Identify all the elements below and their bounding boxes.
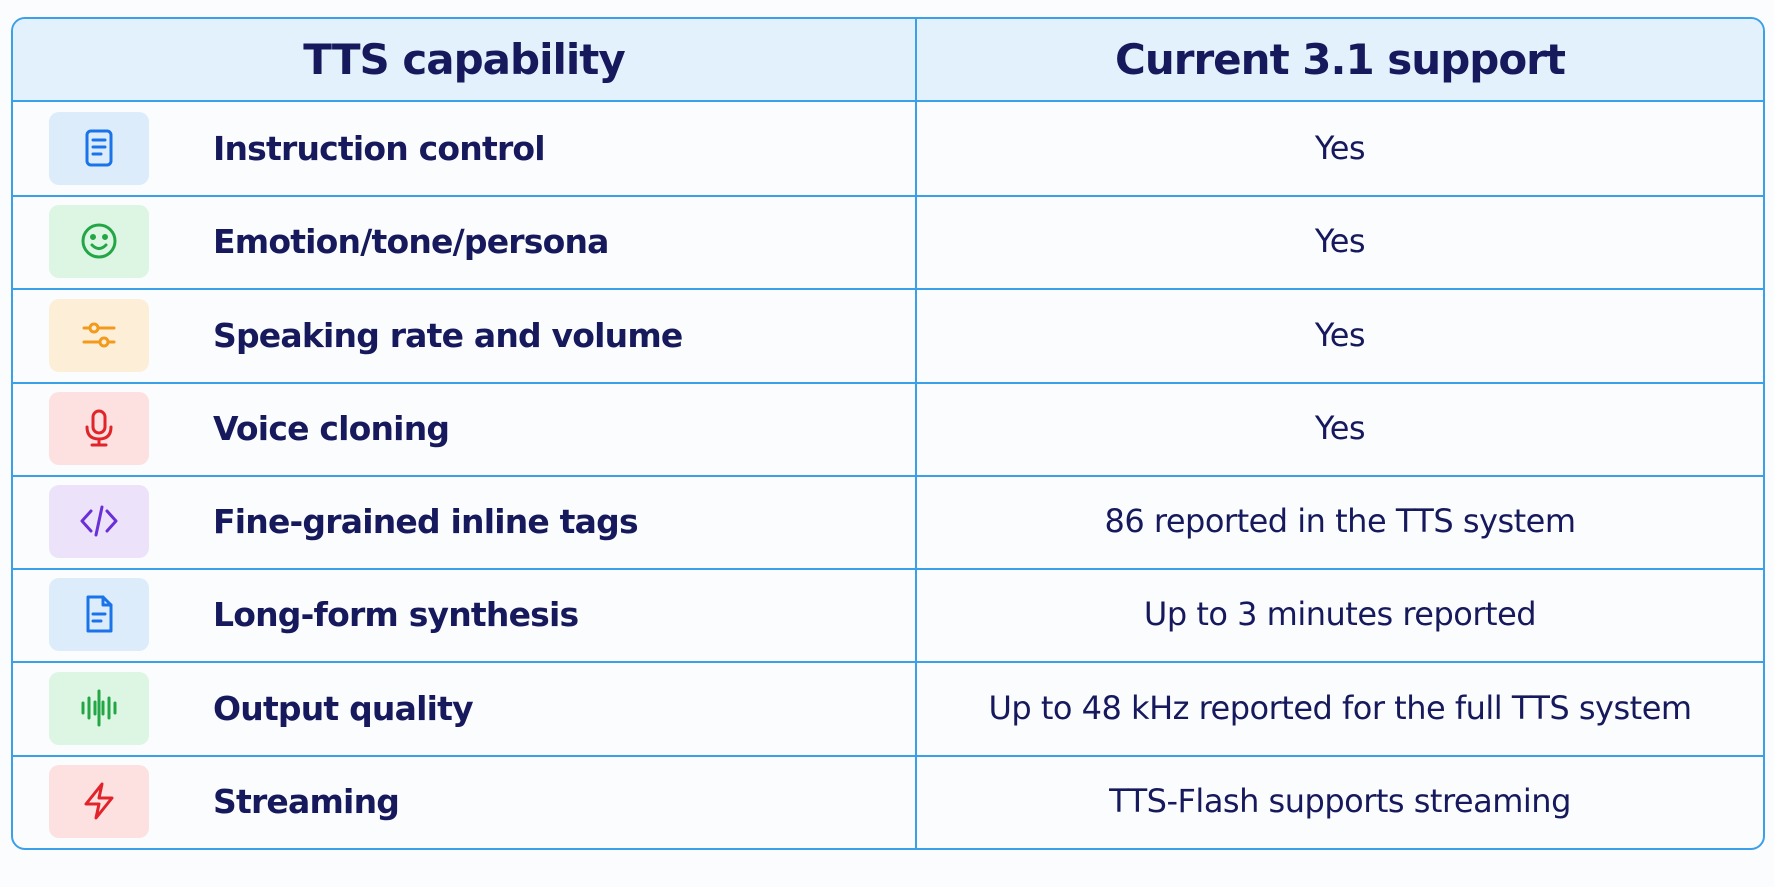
table-row: Output quality Up to 48 kHz reported for … [13,662,1763,757]
row-icon [49,205,149,279]
support-value: Up to 48 kHz reported for the full TTS s… [988,688,1692,727]
table-row: Voice cloning Yes [13,382,1763,477]
table-row: Speaking rate and volume Yes [13,289,1763,384]
row-icon [49,578,149,652]
capability-label: Speaking rate and volume [213,315,683,355]
capability-label: Streaming [213,781,400,821]
row-icon [49,485,149,558]
row-icon [49,298,149,372]
capability-table: TTS capability Current 3.1 support Instr… [11,17,1765,850]
table-row: Instruction control Yes [13,102,1763,197]
support-value: 86 reported in the TTS system [1104,502,1576,540]
row-icon [49,764,149,838]
row-icon [49,671,149,745]
capability-label: Emotion/tone/persona [213,222,609,262]
capability-label: Fine-grained inline tags [213,502,639,541]
capability-label: Output quality [213,688,474,728]
support-value: Yes [1314,129,1366,167]
capability-label: Long-form synthesis [213,595,579,635]
row-icon [49,391,149,465]
column-header: TTS capability [303,35,626,84]
support-value: TTS-Flash supports streaming [1109,781,1571,820]
table-row: Long-form synthesis Up to 3 minutes repor… [13,568,1763,664]
support-value: Yes [1314,222,1366,261]
capability-label: Instruction control [213,129,546,168]
row-icon [49,112,149,185]
table-row: Streaming TTS-Flash supports streaming [13,755,1763,848]
table-row: Fine-grained inline tags 86 reported in t… [13,475,1763,570]
support-value: Yes [1314,408,1366,447]
table-header: TTS capability Current 3.1 support [13,19,1763,102]
column-divider [915,19,917,848]
table-row: Emotion/tone/persona Yes [13,195,1763,291]
column-header: Current 3.1 support [1115,35,1566,84]
support-value: Yes [1314,315,1366,354]
support-value: Up to 3 minutes reported [1143,595,1537,634]
capability-label: Voice cloning [213,408,450,448]
